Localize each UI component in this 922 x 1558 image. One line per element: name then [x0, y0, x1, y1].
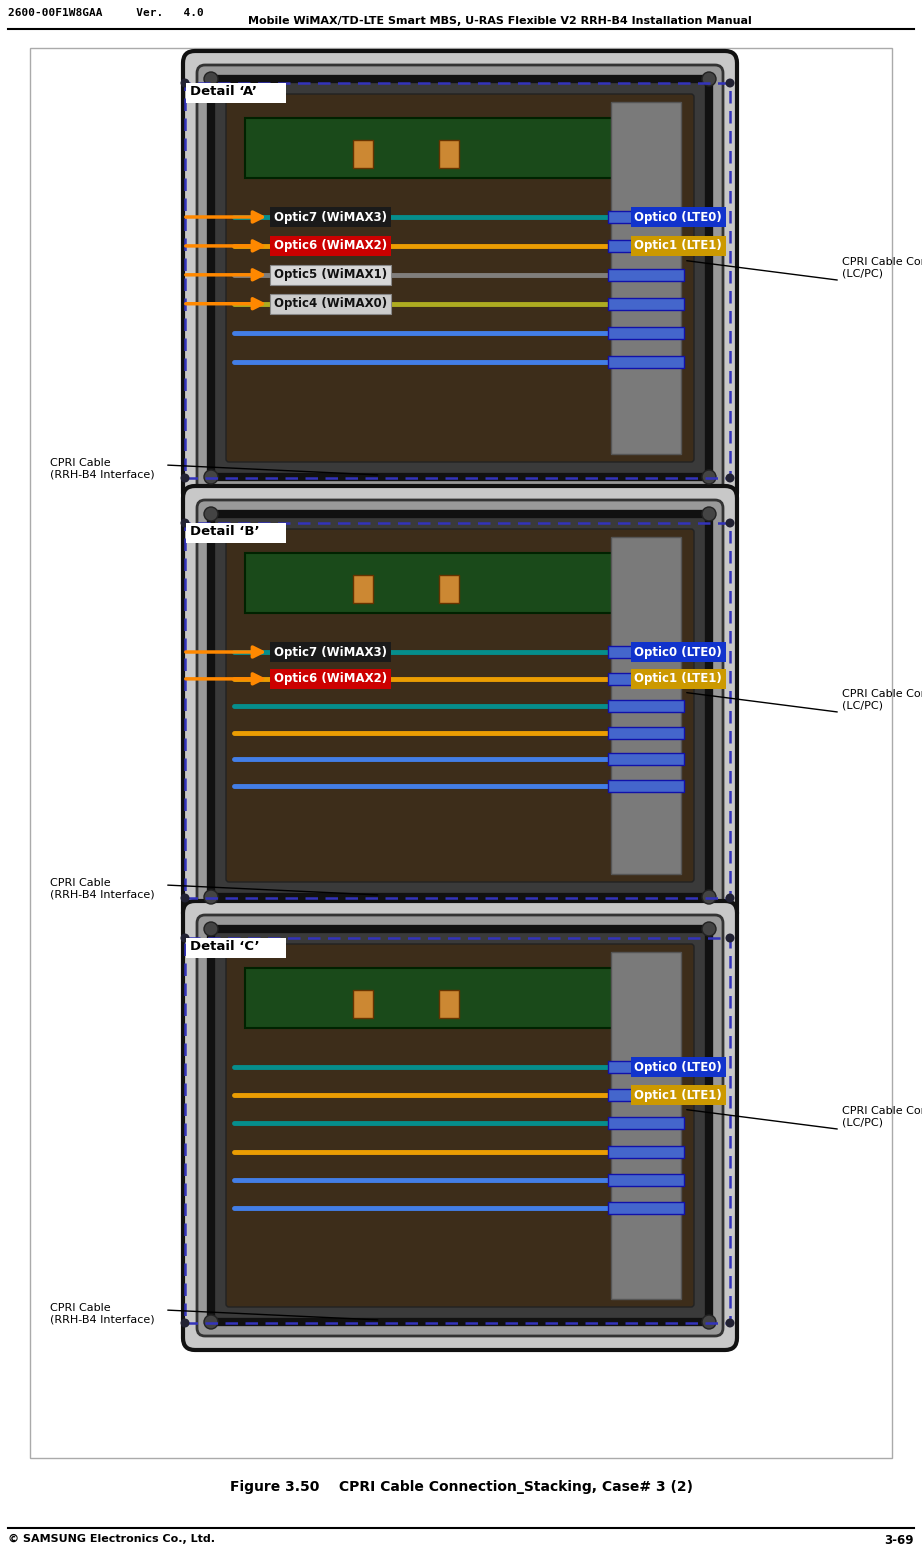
Ellipse shape	[181, 933, 190, 943]
FancyBboxPatch shape	[608, 327, 684, 338]
Text: Optic6 (WiMAX2): Optic6 (WiMAX2)	[274, 240, 387, 252]
Text: Figure 3.50    CPRI Cable Connection_Stacking, Case# 3 (2): Figure 3.50 CPRI Cable Connection_Stacki…	[230, 1480, 692, 1494]
FancyBboxPatch shape	[608, 781, 684, 793]
Text: Mobile WiMAX/TD-LTE Smart MBS, U-RAS Flexible V2 RRH-B4 Installation Manual: Mobile WiMAX/TD-LTE Smart MBS, U-RAS Fle…	[248, 16, 751, 26]
FancyBboxPatch shape	[186, 523, 286, 544]
FancyBboxPatch shape	[608, 1089, 684, 1102]
Text: CPRI Cable Connector
(LC/PC): CPRI Cable Connector (LC/PC)	[842, 1106, 922, 1128]
FancyBboxPatch shape	[608, 355, 684, 368]
Ellipse shape	[726, 474, 735, 483]
FancyBboxPatch shape	[608, 726, 684, 738]
FancyBboxPatch shape	[608, 700, 684, 712]
FancyBboxPatch shape	[226, 530, 694, 882]
FancyBboxPatch shape	[245, 118, 675, 178]
Ellipse shape	[726, 893, 735, 902]
Text: Detail ‘B’: Detail ‘B’	[190, 525, 260, 538]
Ellipse shape	[726, 1318, 735, 1327]
FancyBboxPatch shape	[608, 673, 684, 686]
FancyBboxPatch shape	[608, 270, 684, 280]
Text: Optic0 (LTE0): Optic0 (LTE0)	[634, 645, 722, 659]
Ellipse shape	[181, 474, 190, 483]
Ellipse shape	[204, 72, 218, 86]
Ellipse shape	[702, 506, 716, 520]
FancyBboxPatch shape	[245, 553, 675, 612]
Ellipse shape	[181, 78, 190, 87]
FancyBboxPatch shape	[608, 1145, 684, 1158]
Ellipse shape	[204, 1315, 218, 1329]
Ellipse shape	[702, 890, 716, 904]
FancyBboxPatch shape	[608, 647, 684, 657]
FancyBboxPatch shape	[226, 93, 694, 463]
FancyBboxPatch shape	[611, 538, 681, 874]
Text: CPRI Cable
(RRH-B4 Interface): CPRI Cable (RRH-B4 Interface)	[50, 879, 155, 899]
FancyBboxPatch shape	[439, 575, 458, 603]
FancyBboxPatch shape	[611, 101, 681, 453]
Ellipse shape	[204, 922, 218, 936]
FancyBboxPatch shape	[30, 48, 892, 1458]
FancyBboxPatch shape	[608, 754, 684, 765]
FancyBboxPatch shape	[608, 210, 684, 223]
FancyBboxPatch shape	[608, 1203, 684, 1214]
Text: Optic4 (WiMAX0): Optic4 (WiMAX0)	[274, 298, 387, 310]
Text: 2600-00F1W8GAA     Ver.   4.0: 2600-00F1W8GAA Ver. 4.0	[8, 8, 204, 19]
FancyBboxPatch shape	[608, 1173, 684, 1186]
FancyBboxPatch shape	[183, 486, 737, 925]
Text: CPRI Cable Connector
(LC/PC): CPRI Cable Connector (LC/PC)	[842, 257, 922, 279]
Text: CPRI Cable
(RRH-B4 Interface): CPRI Cable (RRH-B4 Interface)	[50, 458, 155, 480]
FancyBboxPatch shape	[439, 140, 458, 168]
FancyBboxPatch shape	[352, 989, 372, 1017]
Text: CPRI Cable Connector
(LC/PC): CPRI Cable Connector (LC/PC)	[842, 689, 922, 710]
FancyBboxPatch shape	[608, 240, 684, 252]
Text: Detail ‘C’: Detail ‘C’	[190, 939, 260, 953]
Ellipse shape	[181, 1318, 190, 1327]
Text: © SAMSUNG Electronics Co., Ltd.: © SAMSUNG Electronics Co., Ltd.	[8, 1535, 215, 1544]
Ellipse shape	[702, 471, 716, 485]
FancyBboxPatch shape	[197, 915, 723, 1337]
Text: Optic1 (LTE1): Optic1 (LTE1)	[634, 240, 722, 252]
FancyBboxPatch shape	[352, 140, 372, 168]
Text: Optic0 (LTE0): Optic0 (LTE0)	[634, 1061, 722, 1073]
Text: Optic7 (WiMAX3): Optic7 (WiMAX3)	[274, 645, 387, 659]
Text: 3-69: 3-69	[884, 1535, 914, 1547]
FancyBboxPatch shape	[183, 51, 737, 505]
Text: Optic1 (LTE1): Optic1 (LTE1)	[634, 1089, 722, 1102]
Text: Optic5 (WiMAX1): Optic5 (WiMAX1)	[274, 268, 387, 282]
FancyBboxPatch shape	[226, 944, 694, 1307]
FancyBboxPatch shape	[439, 989, 458, 1017]
FancyBboxPatch shape	[611, 952, 681, 1299]
Ellipse shape	[181, 893, 190, 902]
FancyBboxPatch shape	[197, 65, 723, 491]
Ellipse shape	[726, 933, 735, 943]
FancyBboxPatch shape	[211, 514, 709, 897]
Ellipse shape	[702, 922, 716, 936]
FancyBboxPatch shape	[186, 83, 286, 103]
FancyBboxPatch shape	[186, 938, 286, 958]
Ellipse shape	[726, 519, 735, 528]
Ellipse shape	[726, 78, 735, 87]
Ellipse shape	[204, 506, 218, 520]
Ellipse shape	[204, 890, 218, 904]
FancyBboxPatch shape	[211, 929, 709, 1323]
Ellipse shape	[702, 1315, 716, 1329]
Ellipse shape	[181, 519, 190, 528]
FancyBboxPatch shape	[183, 901, 737, 1349]
Text: Optic6 (WiMAX2): Optic6 (WiMAX2)	[274, 673, 387, 686]
Text: Optic1 (LTE1): Optic1 (LTE1)	[634, 673, 722, 686]
Text: Detail ‘A’: Detail ‘A’	[190, 86, 257, 98]
FancyBboxPatch shape	[197, 500, 723, 911]
Text: Optic7 (WiMAX3): Optic7 (WiMAX3)	[274, 210, 387, 223]
FancyBboxPatch shape	[608, 1117, 684, 1130]
FancyBboxPatch shape	[608, 1061, 684, 1073]
Text: Optic0 (LTE0): Optic0 (LTE0)	[634, 210, 722, 223]
Text: CPRI Cable
(RRH-B4 Interface): CPRI Cable (RRH-B4 Interface)	[50, 1302, 155, 1324]
FancyBboxPatch shape	[245, 968, 675, 1028]
FancyBboxPatch shape	[211, 79, 709, 477]
FancyBboxPatch shape	[352, 575, 372, 603]
Ellipse shape	[702, 72, 716, 86]
Ellipse shape	[204, 471, 218, 485]
FancyBboxPatch shape	[608, 298, 684, 310]
